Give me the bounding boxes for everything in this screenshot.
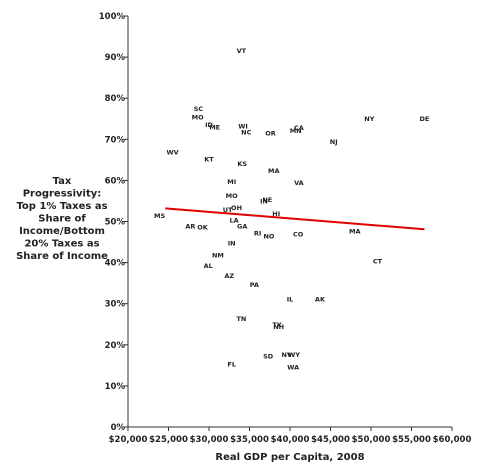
data-point: MA — [268, 167, 280, 175]
data-point: ID — [205, 121, 213, 129]
x-tick-label: $45,000 — [311, 435, 350, 445]
y-tick-label: 20% — [105, 341, 126, 351]
y-tick-label: 0% — [111, 423, 126, 433]
data-point: NO — [263, 233, 274, 241]
data-point: HI — [272, 210, 280, 218]
data-point: IN — [260, 198, 268, 206]
data-point: MA — [349, 227, 361, 235]
x-tick-label: $35,000 — [230, 435, 269, 445]
data-point: SD — [263, 353, 274, 361]
y-axis-title-line: Share of — [38, 214, 86, 225]
y-axis-title-line: Top 1% Taxes as — [16, 201, 107, 212]
y-axis-title-line: Progressivity: — [23, 189, 102, 200]
data-point: MS — [154, 212, 165, 220]
data-point: ME — [209, 124, 220, 132]
y-tick-label: 80% — [105, 94, 126, 104]
data-point: MN — [290, 127, 302, 135]
data-point: MO — [226, 192, 238, 200]
y-axis-title-line: 20% Taxes as — [24, 239, 99, 250]
data-point: WA — [287, 364, 299, 372]
x-tick-label: $60,000 — [433, 435, 472, 445]
data-point: WI — [238, 122, 248, 130]
data-point: AR — [185, 223, 195, 231]
data-point: UT — [223, 206, 233, 214]
data-point: AL — [204, 262, 213, 270]
y-tick-label: 30% — [105, 300, 126, 310]
data-point: AK — [315, 295, 326, 303]
data-point: NH — [273, 323, 284, 331]
data-point: OH — [231, 204, 242, 212]
x-tick-label: $20,000 — [109, 435, 148, 445]
data-point: RI — [254, 229, 261, 237]
plot-area: 0% 10% 20% 30% 40% 50% 60% 70% 80% 90% 100% $20,00… — [99, 12, 472, 445]
data-point: NY — [364, 115, 374, 123]
y-axis-ticks: 0% 10% 20% 30% 40% 50% 60% 70% 80% 90% 100% — [99, 12, 128, 433]
data-point: OR — [265, 129, 276, 137]
y-axis-title-line: Tax — [53, 176, 72, 187]
data-point: KS — [237, 160, 247, 168]
data-point: CT — [373, 257, 383, 265]
data-point: TN — [236, 315, 246, 323]
x-tick-label: $55,000 — [392, 435, 431, 445]
data-point: VA — [294, 179, 304, 187]
y-tick-label: 100% — [99, 12, 126, 22]
data-point: FL — [227, 360, 236, 368]
data-point: MO — [192, 113, 204, 121]
data-point: NC — [241, 129, 251, 137]
trendline — [165, 207, 425, 231]
data-point: LA — [230, 217, 239, 225]
y-tick-label: 70% — [105, 135, 126, 145]
y-tick-label: 90% — [105, 53, 126, 63]
data-point: WY — [288, 351, 300, 359]
y-tick-label: 10% — [105, 382, 126, 392]
y-axis-title: Tax Progressivity:Top 1% Taxes as Share of… — [16, 176, 108, 262]
data-point: OK — [197, 224, 209, 232]
y-tick-label: 60% — [105, 176, 126, 186]
data-point: NM — [212, 252, 224, 260]
data-point: DE — [420, 115, 430, 123]
x-axis-title: Real GDP per Capita, 2008 — [215, 452, 364, 463]
y-axis-title-line: Income/Bottom — [19, 226, 105, 237]
y-axis-title-line: Share of Income — [16, 251, 108, 262]
data-point: NJ — [330, 138, 338, 146]
data-point: NV — [282, 351, 292, 359]
data-point: PA — [250, 281, 259, 289]
x-tick-label: $50,000 — [352, 435, 391, 445]
data-point: MI — [227, 178, 236, 186]
data-point: GA — [237, 223, 247, 231]
x-tick-label: $40,000 — [271, 435, 310, 445]
data-point: NE — [262, 196, 272, 204]
data-point: SC — [194, 105, 204, 113]
data-point: AZ — [224, 272, 234, 280]
y-tick-label: 50% — [105, 218, 126, 228]
data-point: TX — [272, 321, 281, 329]
x-tick-label: $25,000 — [149, 435, 188, 445]
data-point: IN — [228, 240, 236, 248]
data-point: KT — [204, 156, 214, 164]
data-point: VT — [237, 47, 247, 55]
x-tick-label: $30,000 — [190, 435, 229, 445]
x-axis-ticks: $20,000 $25,000 $30,000 $35,000 $40,000 $45,0… — [109, 427, 472, 445]
data-point: CA — [294, 124, 304, 132]
data-point: IL — [287, 295, 294, 303]
y-tick-label: 40% — [105, 259, 126, 269]
data-point: WV — [166, 148, 178, 156]
data-point: CO — [293, 231, 304, 239]
